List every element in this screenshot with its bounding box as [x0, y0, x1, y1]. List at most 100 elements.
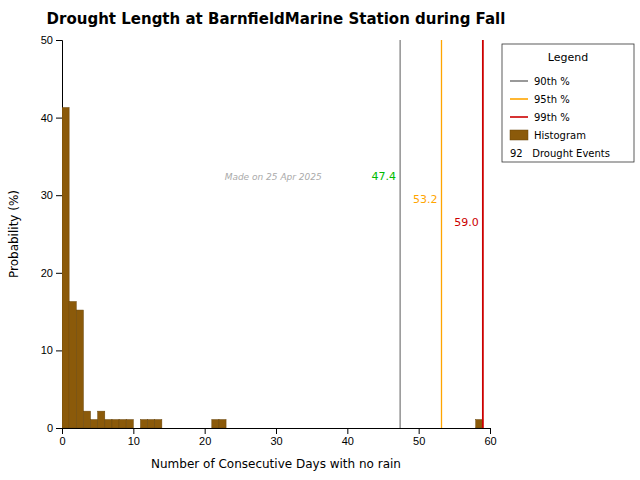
bar — [305, 428, 312, 429]
bar — [133, 428, 140, 429]
bar — [476, 420, 483, 428]
y-tick: 50 — [41, 34, 62, 46]
bar — [247, 428, 254, 429]
legend: Legend90th %95th %99th %Histogram92 Drou… — [502, 44, 634, 162]
bar — [233, 428, 240, 429]
y-axis-line — [56, 41, 63, 429]
y-axis-title: Probability (%) — [7, 190, 21, 278]
x-tick-label: 0 — [59, 435, 65, 447]
marks — [62, 40, 483, 428]
bar — [69, 302, 76, 428]
bar — [240, 428, 247, 429]
y-tick-label: 30 — [41, 189, 53, 201]
bar — [98, 411, 105, 428]
x-tick-mark — [133, 428, 134, 434]
y-tick-mark — [56, 195, 62, 196]
y-tick: 40 — [41, 112, 62, 124]
y-tick: 30 — [41, 189, 62, 201]
x-tick: 50 — [413, 428, 425, 447]
legend-title: Legend — [548, 51, 588, 64]
x-tick-label: 20 — [199, 435, 211, 447]
legend-label: 99th % — [534, 112, 570, 123]
bar — [283, 428, 290, 429]
bar — [412, 428, 419, 429]
watermark: Made on 25 Apr 2025 — [225, 172, 322, 182]
bar — [326, 428, 333, 429]
y-tick-mark — [56, 428, 62, 429]
x-axis-line — [63, 429, 491, 435]
percentile-line — [482, 40, 484, 428]
x-tick: 0 — [59, 428, 65, 447]
bar — [362, 428, 369, 429]
bar — [390, 428, 397, 429]
bar — [426, 428, 433, 429]
x-tick: 20 — [199, 428, 211, 447]
percentile-labels: 47.4 53.2 59.0 — [372, 170, 479, 230]
chart: 01020304050600102030405047.453.259.0Made… — [0, 0, 640, 480]
bar — [333, 428, 340, 429]
bar — [376, 428, 383, 429]
plot-area: 01020304050600102030405047.453.259.0Made… — [41, 34, 497, 447]
bar — [483, 428, 490, 429]
y-tick-label: 20 — [41, 267, 53, 279]
percentile-label: 59.0 — [454, 216, 479, 229]
percentile-line — [441, 40, 442, 428]
x-tick: 10 — [128, 428, 140, 447]
bar — [447, 428, 454, 429]
bar — [369, 428, 376, 429]
percentile-line — [399, 40, 400, 428]
bar — [83, 411, 90, 428]
bar — [419, 428, 426, 429]
bar — [140, 420, 147, 428]
bar — [262, 428, 269, 429]
y-tick-label: 0 — [47, 422, 53, 434]
bar — [105, 420, 112, 428]
bar — [126, 420, 133, 428]
bar — [469, 428, 476, 429]
x-tick-label: 10 — [128, 435, 140, 447]
y-tick-mark — [56, 118, 62, 119]
y-tick: 0 — [47, 422, 62, 434]
x-tick-label: 50 — [413, 435, 425, 447]
bar — [212, 420, 219, 428]
bar — [190, 428, 197, 429]
bar — [461, 428, 468, 429]
percentile-label: 47.4 — [372, 170, 397, 183]
x-tick-mark — [276, 428, 277, 434]
bar — [255, 428, 262, 429]
y-tick-label: 40 — [41, 112, 53, 124]
legend-label: Histogram — [534, 130, 586, 141]
legend-swatch — [510, 130, 528, 140]
x-tick-label: 40 — [342, 435, 354, 447]
legend-label: 95th % — [534, 94, 570, 105]
bar — [76, 310, 83, 428]
bar — [62, 108, 69, 428]
legend-label: 90th % — [534, 76, 570, 87]
bar — [148, 420, 155, 428]
bar — [383, 428, 390, 429]
bar — [226, 428, 233, 429]
y-tick-label: 50 — [41, 34, 53, 46]
y-tick-label: 10 — [41, 344, 53, 356]
bar — [169, 428, 176, 429]
bar — [119, 420, 126, 428]
legend-swatch — [510, 80, 528, 82]
x-tick: 30 — [270, 428, 282, 447]
bar — [347, 428, 354, 429]
y-axis: 0 10 20 30 40 50 — [41, 34, 63, 434]
y-tick-mark — [56, 273, 62, 274]
x-tick-mark — [419, 428, 420, 434]
bar — [219, 420, 226, 428]
x-tick-mark — [205, 428, 206, 434]
bar — [340, 428, 347, 429]
bar — [155, 420, 162, 428]
legend-frame — [502, 44, 634, 162]
x-tick: 40 — [342, 428, 354, 447]
x-axis-title: Number of Consecutive Days with no rain — [151, 457, 401, 471]
bar — [176, 428, 183, 429]
bar — [354, 428, 361, 429]
percentile-label: 53.2 — [413, 193, 438, 206]
bar — [269, 428, 276, 429]
x-tick-label: 30 — [270, 435, 282, 447]
y-tick-mark — [56, 350, 62, 351]
